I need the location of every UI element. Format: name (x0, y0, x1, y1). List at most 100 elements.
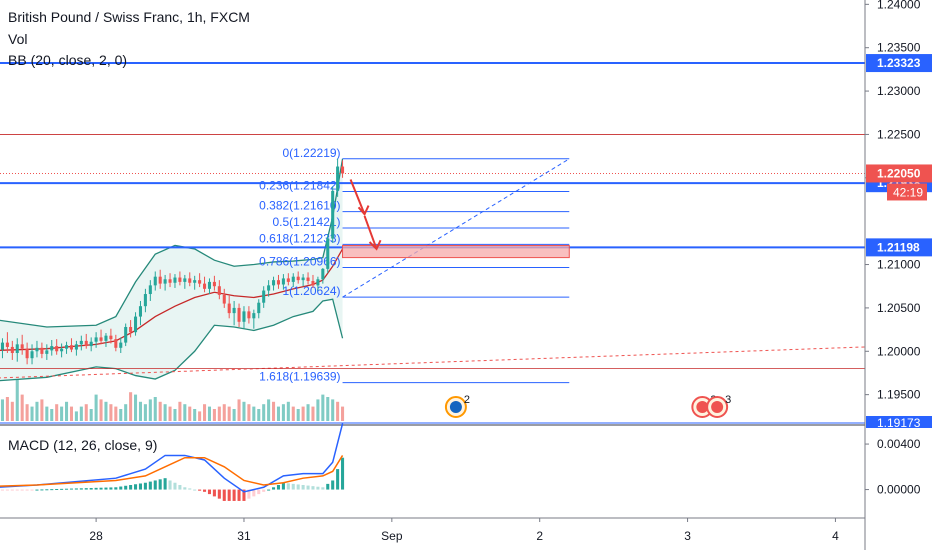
volume-bar (109, 404, 113, 421)
macd-histogram-bar (311, 486, 315, 490)
macd-histogram-bar (79, 488, 83, 490)
volume-bar (321, 394, 325, 421)
macd-histogram-bar (143, 482, 147, 490)
arrow-head (368, 239, 382, 251)
candle-body (158, 276, 162, 284)
volume-bar (188, 406, 192, 421)
candle-body (242, 311, 246, 322)
volume-bar (124, 404, 128, 421)
macd-histogram-bar (276, 485, 281, 490)
candle-body (227, 303, 231, 314)
macd-histogram-bar (5, 489, 9, 491)
volume-bar (252, 406, 256, 421)
current-price-tag-bg (866, 164, 932, 183)
candle-body (119, 342, 123, 348)
macd-histogram-bar (198, 489, 202, 491)
volume-bar (138, 401, 142, 421)
fib-level-label: 0.5(1.21421) (272, 215, 340, 229)
y-tick-label: 1.22500 (877, 127, 921, 141)
macd-histogram-bar (222, 489, 226, 501)
candle-body (262, 290, 266, 303)
price-level-tag-bg (866, 54, 932, 73)
target-zone (342, 244, 570, 259)
volume-bar (326, 397, 330, 421)
macd-histogram-bar (173, 482, 177, 490)
macd-histogram-bar (242, 489, 246, 501)
candle-body (25, 348, 29, 359)
macd-histogram-bar (188, 488, 192, 490)
macd-histogram-bar (217, 489, 221, 499)
volume-bar (0, 399, 4, 421)
bollinger-upper-line (0, 158, 344, 328)
macd-histogram-bar (134, 484, 138, 490)
volume-bar (10, 401, 14, 421)
candle-body (212, 281, 216, 287)
y-tick-label: 1.23500 (877, 41, 921, 55)
volume-bar (316, 399, 320, 421)
volume-bar (198, 411, 202, 421)
macd-histogram-bar (321, 487, 325, 490)
candle-body (99, 337, 103, 341)
x-tick-label: 28 (89, 529, 103, 543)
macd-histogram-bar (55, 488, 59, 490)
candles (0, 158, 345, 365)
candle-body (109, 335, 113, 340)
candle-body (143, 294, 147, 307)
price-level-tag-bg (866, 238, 932, 257)
event-count: 2 (464, 394, 470, 406)
event-count: 3 (725, 394, 731, 406)
candle-body (129, 326, 133, 333)
arrow-head (357, 205, 370, 217)
y-tick-label: 1.23000 (877, 84, 921, 98)
volume-bar (129, 392, 133, 421)
candle-body (69, 345, 73, 350)
volume-bar (237, 399, 241, 421)
macd-histogram-bar (40, 489, 44, 491)
macd-histogram-bar (183, 487, 187, 490)
candle-body (217, 286, 221, 295)
volume-bar (99, 399, 103, 421)
volume-bar (134, 394, 138, 421)
volume-bar (15, 375, 19, 421)
macd-histogram-bar (99, 487, 103, 490)
candle-body (20, 344, 24, 349)
macd-histogram-bar (50, 489, 54, 491)
countdown-tag: 42:19 (893, 185, 923, 199)
volume-bar (232, 409, 236, 421)
volume-bar (301, 406, 305, 421)
macd-histogram-bar (178, 485, 182, 490)
volume-bar (178, 401, 182, 421)
macd-histogram-bar (109, 487, 113, 490)
candle-body (222, 294, 226, 304)
macd-histogram-bar (193, 489, 197, 491)
y-tick-label: 1.21000 (877, 258, 921, 272)
volume-bar (286, 401, 290, 421)
price-level-tag: 1.23323 (877, 56, 921, 70)
candle-body (60, 348, 64, 352)
candle-body (50, 346, 54, 351)
volume-bar (143, 404, 147, 421)
macd-histogram-bar (153, 480, 157, 490)
candle-body (148, 285, 152, 295)
volume-bar (276, 406, 281, 421)
fib-trend-line (342, 158, 570, 298)
fib-level-label: 0.786(1.20966) (259, 254, 340, 268)
candle-body (10, 346, 14, 354)
macd-y-tick-label: 0.00000 (877, 483, 921, 497)
volume-bar (158, 401, 162, 421)
candle-body (94, 337, 98, 342)
volume-legend: Vol (8, 31, 28, 47)
volume-bar (40, 399, 44, 421)
candle-body (311, 281, 315, 286)
volume-bar (306, 404, 310, 421)
arrow-path (349, 179, 366, 215)
volume-bar (242, 401, 246, 421)
macd-histogram-bar (252, 489, 256, 497)
macd-histogram-bar (227, 489, 231, 501)
macd-histogram-bar (257, 489, 261, 495)
bollinger-fill (0, 158, 343, 381)
candle-body (163, 279, 167, 284)
candle-body (138, 306, 142, 317)
